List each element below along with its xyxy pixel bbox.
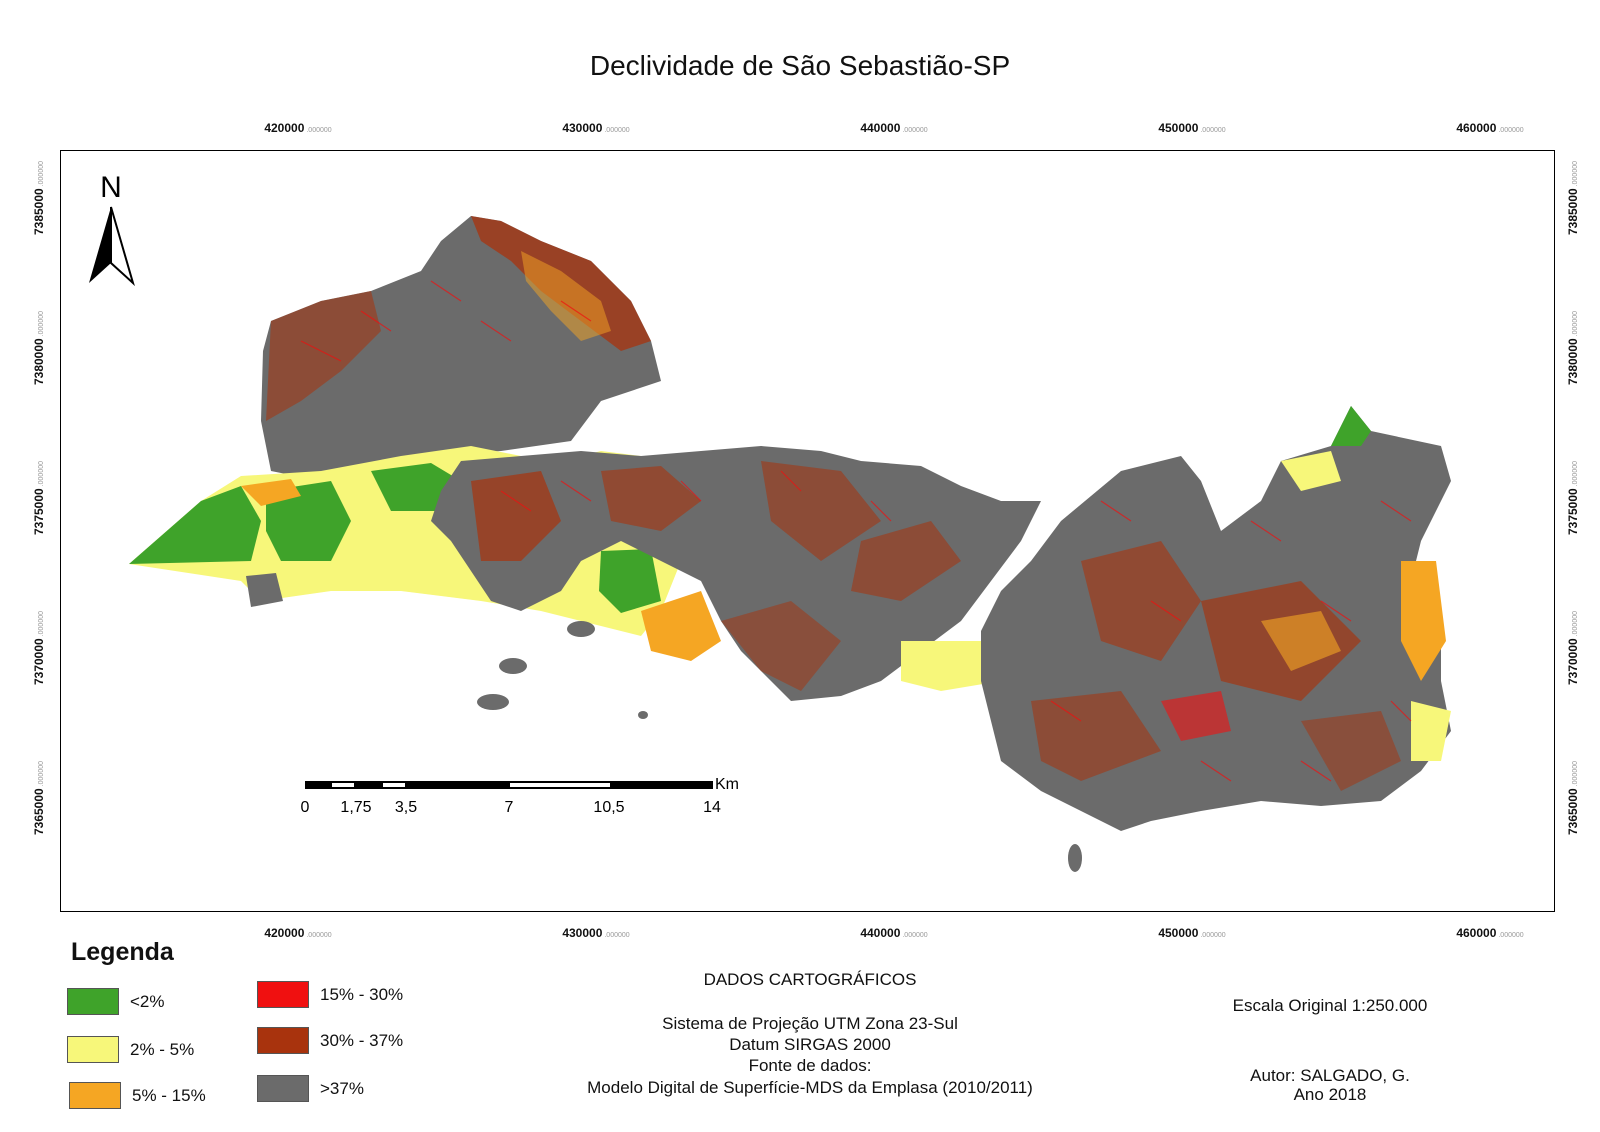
slope-map: N Km 0 1,75 3,5 7 10,5 14: [89, 171, 1451, 872]
x-tick-bottom-4: 450000.000000: [1158, 926, 1226, 940]
terrain-central: [431, 446, 1041, 701]
legend-swatch-5-15: [69, 1082, 121, 1109]
legend-label-15-30: 15% - 30%: [320, 985, 404, 1004]
legend-swatch-lt2: [67, 988, 119, 1015]
scale-bar: Km 0 1,75 3,5 7 10,5 14: [301, 776, 739, 816]
scale-label-4: 10,5: [593, 799, 624, 816]
north-label: N: [100, 171, 122, 204]
y-tick-left-2: 7380000.000000: [32, 310, 46, 386]
map-frame: N Km 0 1,75 3,5 7 10,5 14: [60, 150, 1555, 912]
legend-label-2-5: 2% - 5%: [130, 1040, 195, 1059]
y-tick-left-4: 7370000.000000: [32, 610, 46, 686]
legend-label-30-37: 30% - 37%: [320, 1031, 404, 1050]
legend-swatch-30-37: [257, 1027, 309, 1054]
scale-label-3: 7: [505, 799, 514, 816]
y-tick-left-3: 7375000.000000: [32, 460, 46, 536]
scale-unit: Km: [715, 776, 739, 793]
author-text: Autor: SALGADO, G.: [1250, 1066, 1410, 1085]
x-tick-bottom-2: 430000.000000: [562, 926, 630, 940]
scale-label-0: 0: [301, 799, 310, 816]
scale-label-5: 14: [703, 799, 721, 816]
legend-label-gt37: >37%: [320, 1079, 364, 1098]
legend-swatch-15-30: [257, 981, 309, 1008]
x-tick-bottom-3: 440000.000000: [860, 926, 928, 940]
y-tick-left-1: 7385000.000000: [32, 160, 46, 236]
source-label: Fonte de dados:: [748, 1056, 872, 1075]
source-text: Modelo Digital de Superfície-MDS da Empl…: [587, 1078, 1033, 1097]
y-tick-left-5: 7365000.000000: [32, 760, 46, 836]
x-tick-top-2: 430000.000000: [562, 121, 630, 135]
legend-swatch-gt37: [257, 1075, 309, 1102]
cartographic-heading: DADOS CARTOGRÁFICOS: [703, 970, 917, 989]
y-tick-right-5: 7365000.000000: [1566, 760, 1580, 836]
y-tick-right-2: 7380000.000000: [1566, 310, 1580, 386]
x-tick-top-5: 460000.000000: [1456, 121, 1524, 135]
terrain-northwest: [261, 216, 661, 481]
map-title: Declividade de São Sebastião-SP: [589, 50, 1011, 81]
datum-text: Datum SIRGAS 2000: [729, 1035, 891, 1054]
scale-label-1: 1,75: [340, 799, 371, 816]
x-tick-top-1: 420000.000000: [264, 121, 332, 135]
slope-speckle: [300, 280, 1412, 782]
legend-label-5-15: 5% - 15%: [132, 1086, 206, 1105]
y-tick-right-3: 7375000.000000: [1566, 460, 1580, 536]
legend-title: Legenda: [71, 938, 174, 966]
x-tick-bottom-5: 460000.000000: [1456, 926, 1524, 940]
scale-text: Escala Original 1:250.000: [1232, 996, 1428, 1015]
year-text: Ano 2018: [1293, 1085, 1367, 1104]
y-tick-right-1: 7385000.000000: [1566, 160, 1580, 236]
y-tick-right-4: 7370000.000000: [1566, 610, 1580, 686]
projection-text: Sistema de Projeção UTM Zona 23-Sul: [662, 1014, 958, 1033]
legend-label-lt2: <2%: [130, 992, 165, 1011]
scale-label-2: 3,5: [395, 799, 417, 816]
islets: [477, 621, 1082, 872]
terrain-east: [981, 406, 1451, 831]
x-tick-top-3: 440000.000000: [860, 121, 928, 135]
legend-swatch-2-5: [67, 1036, 119, 1063]
north-arrow: N: [89, 171, 135, 287]
x-tick-bottom-1: 420000.000000: [264, 926, 332, 940]
x-tick-top-4: 450000.000000: [1158, 121, 1226, 135]
